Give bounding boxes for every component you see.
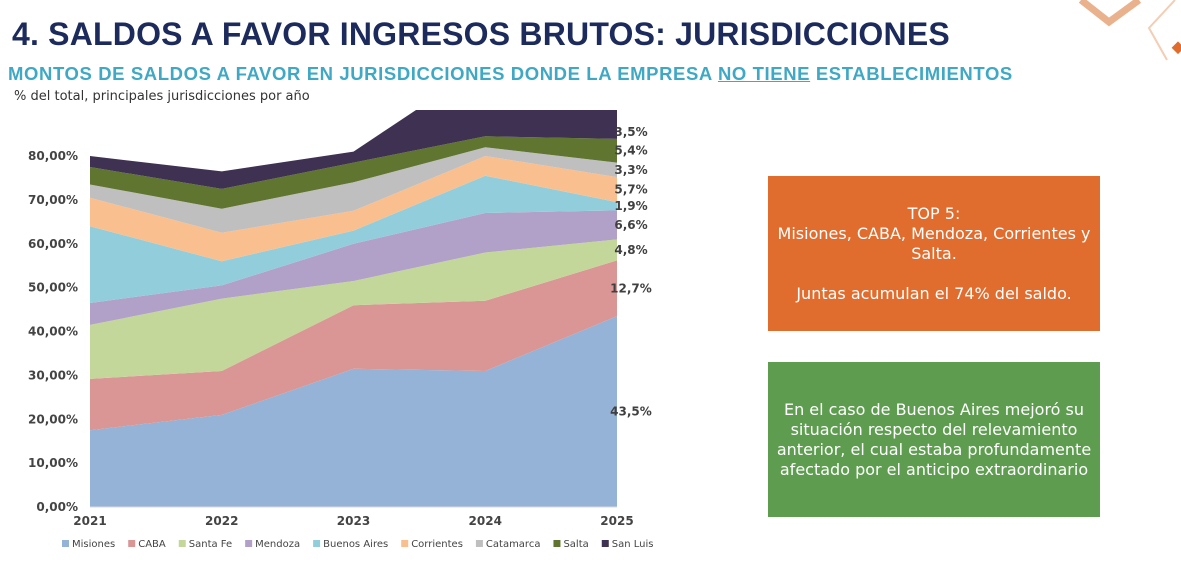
- legend-label-buenos-aires: Buenos Aires: [323, 539, 388, 550]
- y-tick-label: 0,00%: [36, 500, 78, 514]
- legend-label-misiones: Misiones: [72, 539, 115, 550]
- stacked-area-chart: 0,00% 10,00% 20,00% 30,00% 40,00% 50,00% 60,00…: [28, 110, 654, 550]
- x-tick-label: 2023: [337, 514, 370, 528]
- top5-summary: Juntas acumulan el 74% del saldo.: [796, 283, 1072, 303]
- legend-label-caba: CABA: [138, 539, 166, 550]
- y-tick-label: 30,00%: [28, 368, 78, 382]
- y-tick-label: 60,00%: [28, 237, 78, 251]
- legend-swatch-mendoza: [245, 540, 253, 547]
- area-series-catamarca: [90, 147, 617, 233]
- data-label-caba: 12,7%: [610, 281, 652, 295]
- legend-label-mendoza: Mendoza: [255, 539, 300, 550]
- legend-label-santa-fe: Santa Fe: [189, 539, 232, 550]
- top5-box: TOP 5: Misiones, CABA, Mendoza, Corrient…: [768, 176, 1100, 331]
- legend-swatch-buenos-aires: [313, 540, 321, 547]
- y-tick-label: 50,00%: [28, 281, 78, 295]
- legend-swatch-misiones: [62, 540, 69, 547]
- x-tick-label: 2025: [600, 514, 633, 528]
- legend-swatch-salta: [553, 540, 561, 547]
- data-label-san-luis: 3,5%: [614, 125, 647, 139]
- area-series-santa-fe: [90, 239, 617, 379]
- x-tick-label: 2024: [469, 514, 502, 528]
- buenos-aires-note-box: En el caso de Buenos Aires mejoró su sit…: [768, 362, 1100, 517]
- data-label-mendoza: 6,6%: [614, 218, 647, 232]
- y-tick-label: 40,00%: [28, 325, 78, 339]
- data-label-corrientes: 5,7%: [614, 183, 647, 197]
- legend-label-san-luis: San Luis: [612, 539, 654, 550]
- area-series-mendoza: [90, 210, 617, 325]
- x-tick-label: 2022: [205, 514, 238, 528]
- data-label-salta: 5,4%: [614, 144, 647, 158]
- area-series-corrientes: [90, 156, 617, 262]
- legend-label-catamarca: Catamarca: [486, 539, 541, 550]
- top5-list: Misiones, CABA, Mendoza, Corrientes y Sa…: [777, 223, 1091, 263]
- top5-title: TOP 5:: [907, 203, 961, 223]
- data-label-santa-fe: 4,8%: [614, 243, 647, 257]
- legend-swatch-catamarca: [475, 540, 483, 547]
- legend-swatch-santa-fe: [178, 540, 186, 547]
- data-label-misiones: 43,5%: [610, 405, 652, 419]
- legend-label-corrientes: Corrientes: [411, 539, 463, 550]
- x-tick-label: 2021: [73, 514, 106, 528]
- data-label-buenos-aires: 1,9%: [614, 199, 647, 213]
- corner-decoration: [1078, 0, 1181, 61]
- page-title: 4. SALDOS A FAVOR INGRESOS BRUTOS: JURIS…: [12, 16, 950, 52]
- area-series-caba: [90, 260, 617, 431]
- y-tick-label: 70,00%: [28, 193, 78, 207]
- buenos-aires-note: En el caso de Buenos Aires mejoró su sit…: [776, 399, 1092, 479]
- data-label-catamarca: 3,3%: [614, 163, 647, 177]
- legend-label-salta: Salta: [563, 539, 588, 550]
- area-series-san-luis: [90, 110, 617, 189]
- legend-swatch-caba: [128, 540, 136, 547]
- area-series-buenos-aires: [90, 175, 617, 303]
- legend-swatch-san-luis: [601, 540, 609, 547]
- y-tick-label: 80,00%: [28, 149, 78, 163]
- chart-note: % del total, principales jurisdicciones …: [14, 89, 310, 104]
- y-tick-label: 20,00%: [28, 412, 78, 426]
- chart-subtitle: MONTOS DE SALDOS A FAVOR EN JURISDICCION…: [8, 63, 1013, 84]
- y-tick-label: 10,00%: [28, 456, 78, 470]
- legend-swatch-corrientes: [401, 540, 409, 547]
- area-series-salta: [90, 136, 617, 209]
- area-series-misiones: [90, 316, 617, 507]
